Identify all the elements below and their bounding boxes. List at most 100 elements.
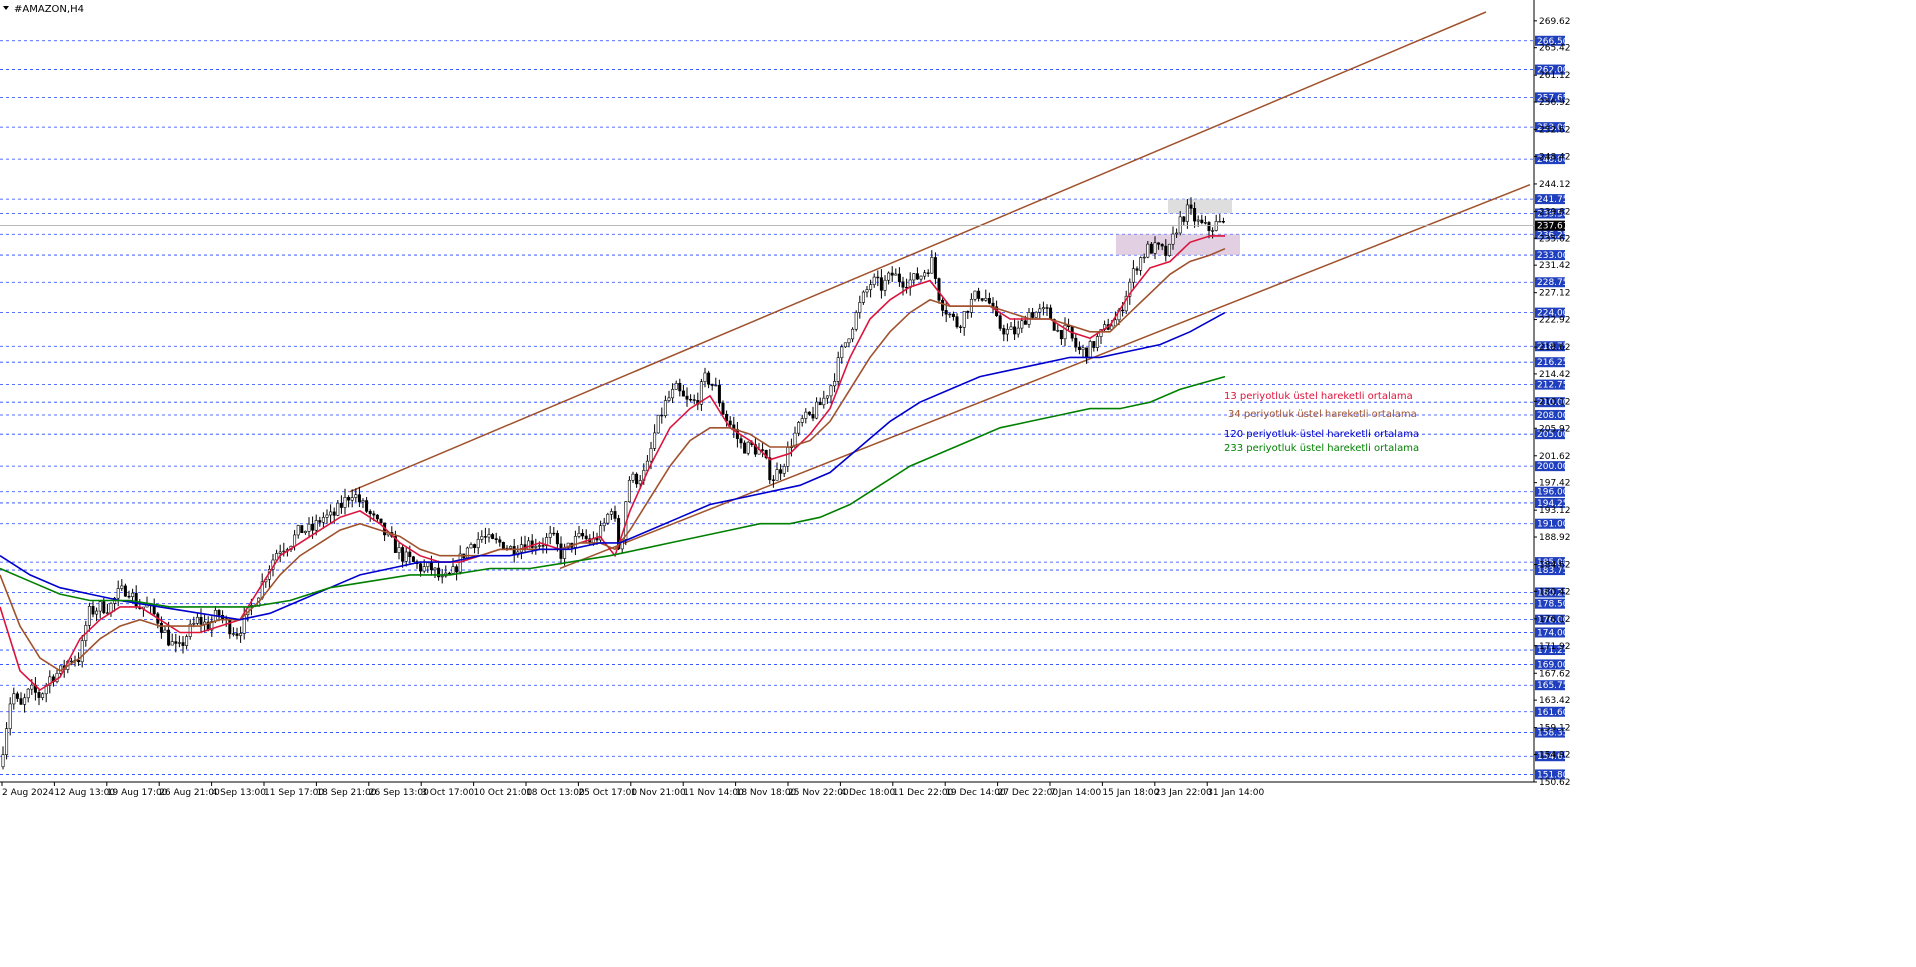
candle-body xyxy=(840,346,844,358)
candle-body xyxy=(174,641,178,644)
dropdown-arrow-icon[interactable] xyxy=(3,6,9,10)
candle-body xyxy=(638,480,642,485)
candle-body xyxy=(501,541,505,550)
candle-body xyxy=(865,289,869,293)
y-tick-label: 218.62 xyxy=(1539,343,1571,353)
candle-body xyxy=(1099,329,1103,337)
lower-channel-line[interactable] xyxy=(559,184,1531,570)
candle-body xyxy=(1218,221,1222,223)
candle-body xyxy=(948,313,952,316)
candle-body xyxy=(483,536,487,538)
candle-body xyxy=(681,390,685,397)
candle-body xyxy=(512,546,516,556)
candle-body xyxy=(869,284,873,290)
candle-body xyxy=(1146,243,1150,258)
candle-body xyxy=(599,525,603,541)
candle-body xyxy=(350,497,354,501)
candle-body xyxy=(548,532,552,538)
candle-body xyxy=(829,385,833,397)
level-tag xyxy=(1535,229,1565,240)
candle-body xyxy=(836,357,840,382)
candle-body xyxy=(602,522,606,527)
candle-body xyxy=(559,543,563,559)
candle-body xyxy=(1128,281,1132,297)
candle-body xyxy=(825,395,829,399)
candle-body xyxy=(887,272,891,281)
candle-body xyxy=(307,523,311,532)
candle-body xyxy=(1182,216,1186,222)
level-tag xyxy=(1535,598,1565,609)
candle-body xyxy=(185,636,189,646)
candle-body xyxy=(401,547,405,562)
candle-body xyxy=(660,414,664,417)
candle-body xyxy=(703,372,707,382)
candle-body xyxy=(710,383,714,386)
candle-body xyxy=(537,545,541,547)
candle-body xyxy=(509,546,513,549)
candle-body xyxy=(919,275,923,280)
candle-body xyxy=(1049,307,1053,320)
candle-body xyxy=(721,402,725,415)
candle-body xyxy=(1077,346,1081,350)
candle-body xyxy=(811,414,815,419)
level-label: 180.25 xyxy=(1537,588,1569,598)
candle-body xyxy=(854,312,858,330)
candle-body xyxy=(534,546,538,548)
candle-body xyxy=(12,693,16,705)
candle-body xyxy=(987,297,991,304)
candle-body xyxy=(487,534,491,538)
y-tick-label: 180.42 xyxy=(1539,587,1571,597)
candle-body xyxy=(739,438,743,444)
candle-body xyxy=(915,273,919,280)
candle-body xyxy=(422,566,426,572)
candle-body xyxy=(1063,324,1067,340)
level-tag xyxy=(1535,194,1565,205)
y-tick-label: 184.62 xyxy=(1539,561,1571,571)
candle-body xyxy=(325,514,329,518)
price-zone xyxy=(1116,234,1240,256)
x-tick-label: 4 Dec 18:00 xyxy=(840,788,895,798)
candle-body xyxy=(912,273,916,281)
y-tick-label: 171.92 xyxy=(1539,642,1571,652)
candle-body xyxy=(368,511,372,515)
candle-body xyxy=(170,641,174,646)
candle-body xyxy=(19,698,23,705)
candle-body xyxy=(1193,208,1197,222)
level-tag xyxy=(1535,154,1565,165)
candle-body xyxy=(30,684,34,690)
level-tag xyxy=(1535,645,1565,656)
level-label: 185.00 xyxy=(1537,558,1569,568)
level-label: 194.25 xyxy=(1537,499,1569,509)
level-tag xyxy=(1535,208,1565,219)
candle-body xyxy=(1207,222,1211,231)
candle-body xyxy=(746,441,750,454)
candle-body xyxy=(408,551,412,558)
candle-body xyxy=(372,513,376,516)
y-tick-label: 150.62 xyxy=(1539,778,1571,788)
current-price-label: 237.61 xyxy=(1537,222,1569,232)
candle-body xyxy=(555,533,559,545)
candle-body xyxy=(296,525,300,536)
candle-body xyxy=(933,257,937,279)
x-tick-label: 3 Oct 17:00 xyxy=(421,788,474,798)
upper-channel-line[interactable] xyxy=(349,11,1487,493)
candle-body xyxy=(707,372,711,385)
candle-body xyxy=(1081,347,1085,350)
candle-body xyxy=(1095,336,1099,348)
candle-body xyxy=(541,545,545,547)
y-tick-label: 269.62 xyxy=(1539,17,1571,27)
candle-body xyxy=(131,592,135,597)
candle-body xyxy=(807,411,811,415)
candle-body xyxy=(1092,341,1096,348)
y-tick-label: 210.12 xyxy=(1539,397,1571,407)
current-price-tag xyxy=(1535,220,1565,231)
level-tag xyxy=(1535,751,1565,762)
candle-body xyxy=(966,311,970,313)
candle-body xyxy=(552,532,556,535)
level-label: 212.75 xyxy=(1537,381,1569,391)
level-tag xyxy=(1535,659,1565,670)
candle-body xyxy=(455,566,459,573)
candle-body xyxy=(1088,341,1092,359)
y-tick-label: 154.92 xyxy=(1539,750,1571,760)
candle-body xyxy=(635,473,639,485)
